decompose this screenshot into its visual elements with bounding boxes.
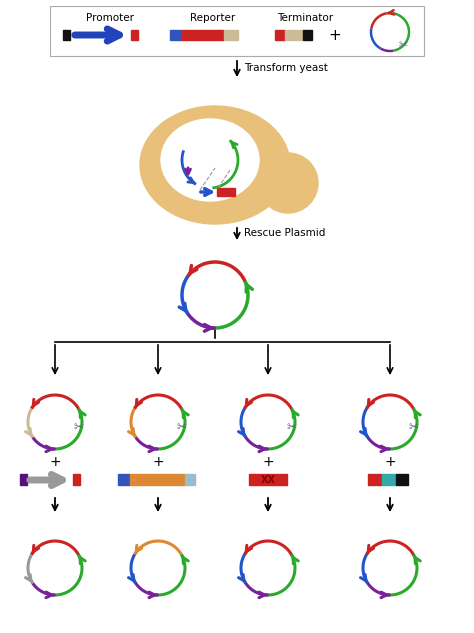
Bar (224, 30, 238, 40)
Bar (131, 30, 138, 40)
Text: Transform yeast: Transform yeast (244, 63, 328, 73)
Bar (182, 30, 224, 40)
Text: +: + (49, 455, 61, 469)
Text: Promoter: Promoter (86, 13, 134, 23)
Bar (130, 474, 185, 485)
Bar (275, 30, 285, 40)
Bar (118, 474, 130, 485)
Bar (20, 474, 27, 485)
Bar (73, 474, 80, 485)
Text: ✂: ✂ (286, 421, 297, 434)
Bar (303, 30, 312, 40)
Text: Rescue Plasmid: Rescue Plasmid (244, 228, 325, 238)
Bar (170, 30, 182, 40)
Bar (285, 30, 303, 40)
Text: Terminator: Terminator (277, 13, 333, 23)
Bar (249, 474, 287, 485)
Text: ✂: ✂ (73, 421, 83, 434)
Text: XX: XX (261, 475, 275, 485)
Text: ✂: ✂ (399, 41, 409, 51)
Bar (368, 474, 382, 485)
Circle shape (258, 153, 318, 213)
Text: +: + (328, 27, 341, 42)
Bar (63, 30, 70, 40)
Text: ✂: ✂ (176, 421, 187, 434)
Bar (382, 474, 396, 485)
Bar (185, 474, 195, 485)
Bar (50, 6, 424, 56)
Ellipse shape (140, 106, 290, 224)
Bar (396, 474, 408, 485)
Text: Reporter: Reporter (191, 13, 236, 23)
Text: ✂: ✂ (408, 421, 419, 434)
Bar (217, 188, 235, 196)
Text: +: + (152, 455, 164, 469)
Ellipse shape (161, 119, 259, 201)
Text: +: + (384, 455, 396, 469)
Text: +: + (262, 455, 274, 469)
